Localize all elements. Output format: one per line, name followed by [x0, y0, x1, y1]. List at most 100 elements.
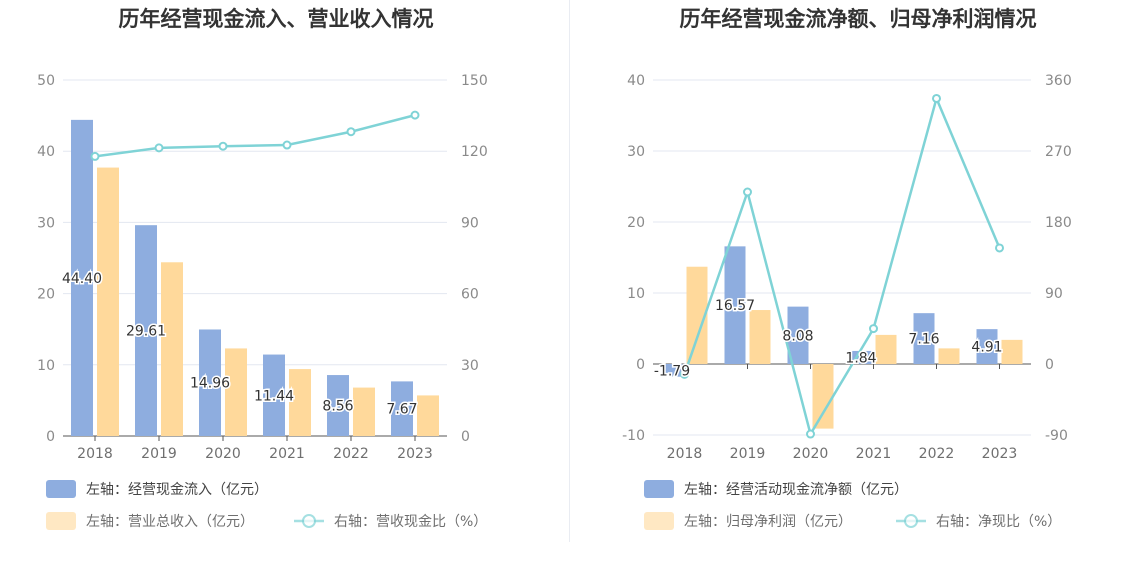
y-right-tick-label: 120: [461, 144, 488, 160]
legend-swatch-secondary: [46, 512, 76, 530]
y-right-tick-label: 150: [461, 73, 488, 89]
y-left-tick-label: 40: [627, 73, 645, 89]
x-tick-label: 2022: [333, 446, 369, 462]
bar-value-label: -1.79: [654, 363, 690, 379]
line-point: [410, 110, 420, 120]
line-point: [218, 141, 228, 151]
y-left-tick-label: 20: [627, 215, 645, 231]
y-right-tick-label: 270: [1045, 144, 1072, 160]
x-tick-label: 2018: [667, 446, 703, 462]
panel-divider: [569, 0, 570, 542]
chart-panel-net-cashflow-profit: 历年经营现金流净额、归母净利润情况 -10 0 10 20 30 40 -90 0 90 180 27…: [572, 0, 1134, 582]
bar-primary: [724, 246, 746, 364]
y-right-tick-label: -90: [1045, 428, 1068, 444]
y-left-tick-label: -10: [622, 428, 645, 444]
bar-primary: [71, 119, 93, 436]
line-point: [743, 187, 752, 197]
legend-swatch-primary: [46, 480, 76, 498]
legend-label-primary: 左轴：经营现金流入（亿元）: [86, 482, 268, 498]
bar-secondary: [875, 334, 897, 364]
y-right-tick-label: 180: [1045, 215, 1072, 231]
bar-value-label: 14.96: [190, 376, 230, 392]
bar-secondary: [749, 310, 771, 364]
x-tick-label: 2023: [982, 446, 1018, 462]
line-point: [680, 369, 689, 379]
x-tick-label: 2018: [77, 446, 113, 462]
legend-label-primary: 左轴：经营活动现金流净额（亿元）: [684, 482, 908, 498]
bar-value-label: 8.08: [782, 328, 813, 344]
y-right-tick-label: 0: [461, 429, 470, 445]
x-tick-label: 2019: [730, 446, 766, 462]
bar-primary: [263, 354, 285, 436]
bar-value-label: 16.57: [715, 298, 755, 314]
line-series: [683, 94, 1001, 438]
x-tick-label: 2020: [793, 446, 829, 462]
chart-panel-cashflow-revenue: 历年经营现金流入、营业收入情况 0 10 20 30 40 50 0 30 60 90 120 150 2…: [37, 7, 488, 530]
bar-secondary: [97, 167, 119, 437]
bar-value-label: 4.91: [971, 340, 1002, 356]
bar-value-label: 8.56: [322, 399, 353, 415]
bar-value-label: 44.40: [62, 271, 102, 287]
bar-primary: [135, 225, 157, 436]
x-tick-label: 2023: [397, 446, 433, 462]
y-left-tick-label: 10: [37, 358, 55, 374]
bar-secondary: [686, 266, 708, 364]
legend-label-line: 右轴：净现比（%）: [936, 514, 1061, 530]
legend-label-secondary: 左轴：归母净利润（亿元）: [684, 513, 852, 530]
chart-svg-left: 历年经营现金流入、营业收入情况 0 10 20 30 40 50 0 30 60 90 120 150 2…: [37, 7, 488, 530]
legend-swatch-line-marker: [302, 514, 316, 528]
y-right-tick-label: 60: [461, 287, 479, 303]
x-tick-label: 2019: [141, 446, 177, 462]
chart-title: 历年经营现金流净额、归母净利润情况: [680, 7, 1037, 31]
legend-swatch-secondary: [644, 512, 674, 530]
bar-secondary: [1001, 339, 1023, 364]
line-point: [995, 243, 1004, 253]
bar-primary: [199, 329, 221, 436]
line-point: [869, 324, 878, 334]
y-left-tick-label: 30: [37, 215, 55, 231]
y-right-tick-label: 90: [1045, 286, 1063, 302]
y-left-tick-label: 0: [636, 357, 645, 373]
bar-secondary: [225, 348, 247, 436]
chart-title: 历年经营现金流入、营业收入情况: [119, 7, 434, 31]
legend-label-secondary: 左轴：营业总收入（亿元）: [86, 514, 254, 530]
bar-primary: [850, 350, 872, 364]
y-left-tick-label: 50: [37, 73, 55, 89]
bar-primary: [327, 375, 349, 436]
bar-secondary: [417, 395, 439, 436]
line-point: [90, 151, 100, 161]
line-point: [154, 143, 164, 153]
bar-secondary: [812, 364, 834, 429]
x-tick-label: 2021: [856, 446, 892, 462]
bar-primary: [913, 313, 935, 364]
bar-primary: [976, 329, 998, 364]
x-tick-label: 2022: [919, 446, 955, 462]
bar-secondary: [938, 348, 960, 364]
chart-svg-right: 历年经营现金流净额、归母净利润情况 -10 0 10 20 30 40 -90 0 90 180 27…: [622, 7, 1072, 530]
bar-secondary: [353, 387, 375, 436]
y-right-tick-label: 0: [1045, 357, 1054, 373]
bar-primary: [787, 306, 809, 364]
y-right-tick-label: 360: [1045, 73, 1072, 89]
bar-primary: [391, 381, 413, 436]
x-tick-label: 2020: [205, 446, 241, 462]
y-left-tick-label: 30: [627, 144, 645, 160]
bar-primary: [661, 364, 683, 377]
legend-swatch-primary: [644, 480, 674, 498]
y-right-tick-label: 90: [461, 215, 479, 231]
x-tick-label: 2021: [269, 446, 305, 462]
line-point: [806, 429, 815, 439]
y-left-tick-label: 0: [46, 429, 55, 445]
bar-value-label: 11.44: [254, 388, 294, 404]
line-point: [282, 140, 292, 150]
y-left-tick-label: 40: [37, 144, 55, 160]
y-left-tick-label: 20: [37, 287, 55, 303]
line-point: [346, 127, 356, 137]
legend-label-line: 右轴：营收现金比（%）: [334, 514, 487, 530]
bar-secondary: [161, 262, 183, 436]
y-left-tick-label: 10: [627, 286, 645, 302]
bar-value-label: 7.67: [386, 402, 417, 418]
bar-value-label: 1.84: [845, 350, 876, 366]
y-right-tick-label: 30: [461, 358, 479, 374]
bar-value-label: 7.16: [908, 332, 939, 348]
